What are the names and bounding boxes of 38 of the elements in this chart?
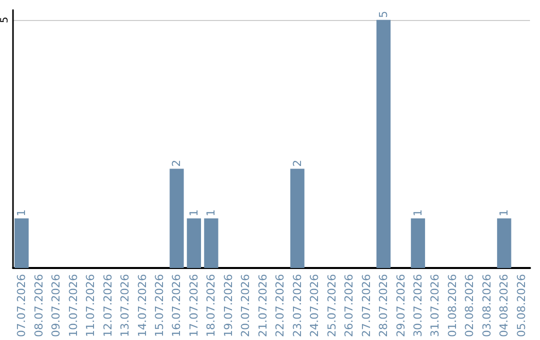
data-label: 1 — [15, 209, 28, 216]
x-tick-label: 27.07.2026 — [360, 274, 373, 338]
x-tick-label: 28.07.2026 — [377, 274, 390, 338]
data-label: 2 — [290, 160, 304, 167]
x-tick-label: 15.07.2026 — [152, 274, 166, 338]
x-tick-label: 16.07.2026 — [170, 274, 184, 338]
x-tick-label: 07.07.2026 — [15, 274, 28, 338]
x-tick-label: 01.08.2026 — [446, 274, 459, 338]
data-label: 5 — [377, 10, 390, 18]
data-label: 2 — [170, 160, 184, 167]
x-tick-label: 20.07.2026 — [239, 274, 252, 338]
data-label: 1 — [187, 209, 200, 216]
x-tick-label: 02.08.2026 — [463, 274, 476, 338]
x-tick-label: 21.07.2026 — [256, 274, 270, 338]
x-tick-label: 10.07.2026 — [66, 274, 80, 338]
x-tick-label: 08.07.2026 — [32, 274, 46, 338]
x-tick-label: 19.07.2026 — [222, 274, 235, 338]
x-tick-label: 29.07.2026 — [394, 274, 408, 338]
x-tick-label: 30.07.2026 — [411, 274, 424, 338]
data-label: 1 — [204, 209, 218, 216]
x-tick-label: 09.07.2026 — [50, 274, 63, 338]
x-tick-label: 12.07.2026 — [101, 274, 114, 338]
x-tick-label: 11.07.2026 — [84, 274, 98, 338]
x-tick-label: 24.07.2026 — [308, 274, 322, 338]
x-tick-label: 04.08.2026 — [498, 274, 511, 338]
x-tick-label: 13.07.2026 — [118, 274, 132, 338]
x-tick-label: 03.08.2026 — [480, 274, 494, 338]
x-tick-label: 05.08.2026 — [514, 274, 528, 338]
data-label: 1 — [411, 209, 424, 216]
x-tick-label: 14.07.2026 — [136, 274, 149, 338]
x-tick-label: 18.07.2026 — [204, 274, 218, 338]
x-tick-label: 17.07.2026 — [187, 274, 200, 338]
x-tick-label: 26.07.2026 — [342, 274, 356, 338]
data-label: 1 — [498, 209, 511, 216]
x-tick-label: 23.07.2026 — [290, 274, 304, 338]
x-tick-label: 31.07.2026 — [428, 274, 442, 338]
x-tick-label: 22.07.2026 — [274, 274, 287, 338]
x-tick-label: 25.07.2026 — [325, 274, 338, 338]
